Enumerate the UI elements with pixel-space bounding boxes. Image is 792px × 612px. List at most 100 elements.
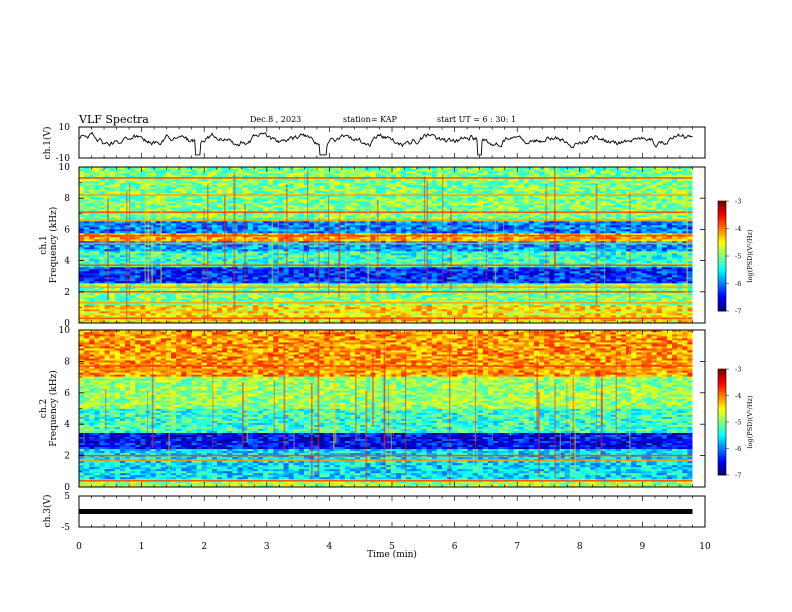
colorbar-tick-label: -3 bbox=[735, 366, 741, 374]
sferic-streak bbox=[334, 358, 337, 444]
sferic-streak bbox=[303, 220, 304, 277]
colorbar-segment bbox=[718, 246, 726, 250]
colorbar-tick-label: -7 bbox=[735, 308, 741, 316]
sferic-streak bbox=[126, 191, 128, 323]
colorbar-segment bbox=[718, 201, 726, 204]
colorbar-segment bbox=[718, 296, 726, 299]
colorbar-segment bbox=[718, 212, 726, 215]
y-tick-label: 0 bbox=[64, 319, 70, 329]
colorbar-segment bbox=[718, 388, 726, 391]
ch1-waveform-ylabel: ch.1(V) bbox=[42, 127, 53, 160]
colorbar-segment bbox=[718, 256, 726, 259]
colorbar-segment bbox=[718, 448, 726, 451]
sferic-streak bbox=[138, 367, 141, 428]
colorbar-segment bbox=[718, 232, 726, 235]
colorbar-segment bbox=[718, 208, 726, 211]
sferic-streak bbox=[538, 391, 540, 476]
colorbar-segment bbox=[718, 383, 726, 386]
sferic-streak bbox=[390, 364, 392, 468]
colorbar-segment bbox=[718, 268, 726, 272]
colorbar-segment bbox=[718, 409, 726, 412]
colorbar-segment bbox=[718, 254, 726, 257]
colorbar-segment bbox=[718, 292, 726, 295]
sferic-streak bbox=[168, 341, 170, 470]
y-tick-label: 4 bbox=[64, 257, 70, 267]
emission-line bbox=[79, 368, 693, 371]
sferic-streak bbox=[277, 221, 279, 281]
sferic-streak bbox=[383, 333, 385, 471]
sferic-streak bbox=[515, 177, 517, 283]
colorbar-segment bbox=[718, 301, 726, 305]
spectrogram-ylabel-channel: ch.1 bbox=[39, 235, 49, 254]
sferic-streak bbox=[307, 169, 309, 261]
date-label: Dec.8 , 2023 bbox=[250, 115, 301, 124]
x-tick-label: 8 bbox=[577, 542, 583, 552]
colorbar-segment bbox=[718, 372, 726, 375]
colorbar-segment bbox=[718, 423, 726, 426]
colorbar-segment bbox=[718, 274, 726, 277]
colorbar-segment bbox=[718, 399, 726, 402]
colorbar-segment bbox=[718, 459, 726, 462]
sferic-streak bbox=[345, 189, 347, 316]
colorbar-segment bbox=[718, 397, 726, 400]
sferic-streak bbox=[528, 214, 530, 309]
sferic-streak bbox=[151, 357, 154, 449]
colorbar-segment bbox=[718, 285, 726, 288]
colorbar-segment bbox=[718, 443, 726, 446]
colorbar-segment bbox=[718, 429, 726, 432]
colorbar-segment bbox=[718, 439, 726, 442]
spectrogram-ylabel-channel: ch.2 bbox=[39, 399, 49, 418]
colorbar-segment bbox=[718, 471, 726, 474]
colorbar-segment bbox=[718, 294, 726, 297]
colorbar-segment bbox=[718, 467, 726, 471]
x-tick-label: 3 bbox=[264, 542, 270, 552]
colorbar-segment bbox=[718, 425, 726, 428]
emission-line bbox=[79, 454, 693, 457]
colorbar-segment bbox=[718, 411, 726, 414]
sferic-streak bbox=[273, 380, 275, 432]
colorbar-tick-label: -7 bbox=[735, 472, 741, 480]
sferic-streak bbox=[372, 353, 374, 427]
sferic-streak bbox=[570, 341, 571, 483]
colorbar-segment bbox=[718, 224, 726, 228]
sferic-streak bbox=[566, 381, 568, 438]
sferic-streak bbox=[338, 220, 340, 298]
colorbar-segment bbox=[718, 226, 726, 229]
colorbar-segment bbox=[718, 217, 726, 220]
colorbar-tick-label: -5 bbox=[735, 253, 741, 261]
sferic-streak bbox=[596, 385, 597, 475]
start-time-label: start UT = 6 : 30: 1 bbox=[437, 115, 516, 124]
sferic-streak bbox=[392, 383, 394, 436]
sferic-streak bbox=[485, 228, 487, 323]
sferic-streak bbox=[479, 174, 481, 267]
sferic-streak bbox=[246, 335, 249, 442]
spectrogram-ylabel-frequency: Frequency (kHz) bbox=[48, 370, 59, 447]
colorbar-tick-label: -4 bbox=[735, 392, 741, 400]
sferic-streak bbox=[147, 205, 150, 284]
emission-line bbox=[79, 211, 693, 214]
y-tick-label: 0 bbox=[64, 483, 70, 493]
colorbar-segment bbox=[718, 290, 726, 294]
colorbar-segment bbox=[718, 279, 726, 283]
colorbar-segment bbox=[718, 460, 726, 464]
emission-line bbox=[79, 317, 693, 320]
sferic-streak bbox=[376, 200, 379, 294]
sferic-streak bbox=[388, 384, 389, 458]
x-tick-label: 6 bbox=[452, 542, 458, 552]
colorbar-segment bbox=[718, 422, 726, 425]
colorbar-segment bbox=[718, 406, 726, 409]
colorbar-segment bbox=[718, 395, 726, 398]
sferic-streak bbox=[503, 205, 505, 262]
sferic-streak bbox=[509, 376, 512, 436]
y-tick-label: 10 bbox=[59, 326, 71, 336]
no-data-area bbox=[692, 330, 705, 487]
y-tick-label: 6 bbox=[64, 225, 70, 235]
colorbar-segment bbox=[718, 202, 726, 206]
sferic-streak bbox=[615, 354, 617, 441]
colorbar-segment bbox=[718, 377, 726, 380]
sferic-streak bbox=[278, 215, 279, 274]
sferic-streak bbox=[572, 376, 574, 466]
colorbar-segment bbox=[718, 303, 726, 306]
sferic-streak bbox=[310, 383, 313, 479]
